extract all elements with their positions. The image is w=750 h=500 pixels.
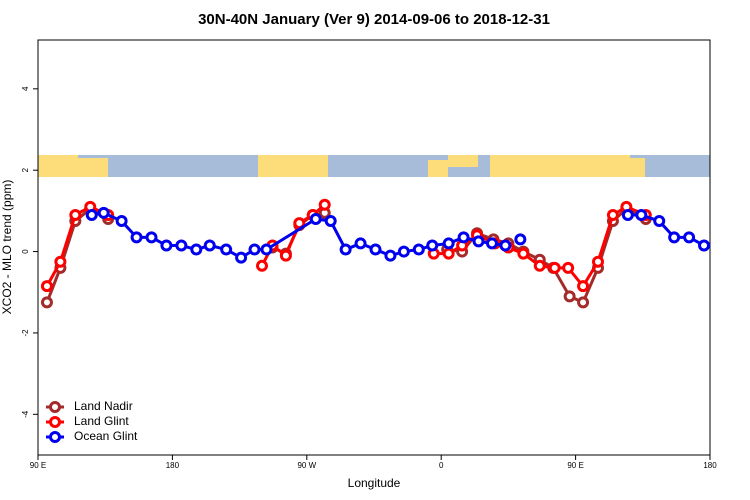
point (203, 239, 216, 252)
legend-item: Land Nadir (46, 399, 133, 413)
point (457, 231, 470, 244)
point (260, 243, 273, 256)
point (577, 296, 590, 309)
point (499, 239, 512, 252)
plot-frame (37, 39, 711, 456)
point (683, 231, 696, 244)
point (668, 231, 681, 244)
point (635, 208, 648, 221)
point (517, 247, 530, 260)
x-tick-label: 180 (703, 461, 717, 470)
point (339, 243, 352, 256)
x-tick-label: 0 (439, 461, 444, 470)
point (115, 215, 128, 228)
point (397, 245, 410, 258)
point (426, 239, 439, 252)
point (412, 243, 425, 256)
point (190, 243, 203, 256)
x-tick-label: 90 W (297, 461, 316, 470)
point (354, 237, 367, 250)
point (698, 239, 711, 252)
point (514, 233, 527, 246)
legend-marker (49, 416, 61, 428)
point (318, 198, 331, 211)
point (577, 280, 590, 293)
point (40, 280, 53, 293)
point (472, 235, 485, 248)
y-tick-label: 0 (21, 249, 30, 254)
point (653, 215, 666, 228)
point (69, 208, 82, 221)
map-strip (38, 155, 710, 177)
point (40, 296, 53, 309)
point (279, 249, 292, 262)
legend-marker (49, 401, 61, 413)
y-tick-label: -2 (21, 329, 30, 337)
legend-item: Ocean Glint (46, 429, 138, 443)
x-axis-label: Longitude (348, 476, 401, 490)
point (442, 237, 455, 250)
point (562, 261, 575, 274)
point (309, 213, 322, 226)
point (485, 237, 498, 250)
legend-label: Ocean Glint (74, 429, 138, 443)
point (592, 255, 604, 268)
x-tick-label: 90 E (30, 461, 46, 470)
y-tick-label: 2 (21, 167, 30, 172)
point (563, 290, 576, 303)
point (248, 243, 261, 256)
point (369, 243, 382, 256)
point (130, 231, 143, 244)
point (621, 208, 634, 221)
series-line (45, 207, 647, 305)
point (548, 261, 561, 274)
legend-label: Land Nadir (74, 399, 133, 413)
legend-marker (49, 431, 61, 443)
point (235, 251, 248, 264)
point (220, 243, 233, 256)
point (175, 239, 188, 252)
x-tick-label: 180 (166, 461, 180, 470)
x-tick-label: 90 E (567, 461, 583, 470)
point (54, 255, 67, 268)
y-tick-label: -4 (21, 410, 30, 418)
point (160, 239, 173, 252)
point (97, 206, 110, 219)
point (85, 208, 98, 221)
point (384, 249, 397, 262)
chart-title: 30N-40N January (Ver 9) 2014-09-06 to 20… (198, 11, 550, 28)
point (533, 259, 546, 272)
point (145, 231, 158, 244)
y-axis-label: XCO2 - MLO trend (ppm) (0, 180, 14, 315)
legend-item: Land Glint (46, 414, 129, 428)
point (256, 259, 268, 272)
point (442, 247, 455, 260)
point (606, 208, 619, 221)
y-tick-label: 4 (21, 86, 30, 91)
point (324, 215, 337, 228)
legend-label: Land Glint (74, 414, 129, 428)
